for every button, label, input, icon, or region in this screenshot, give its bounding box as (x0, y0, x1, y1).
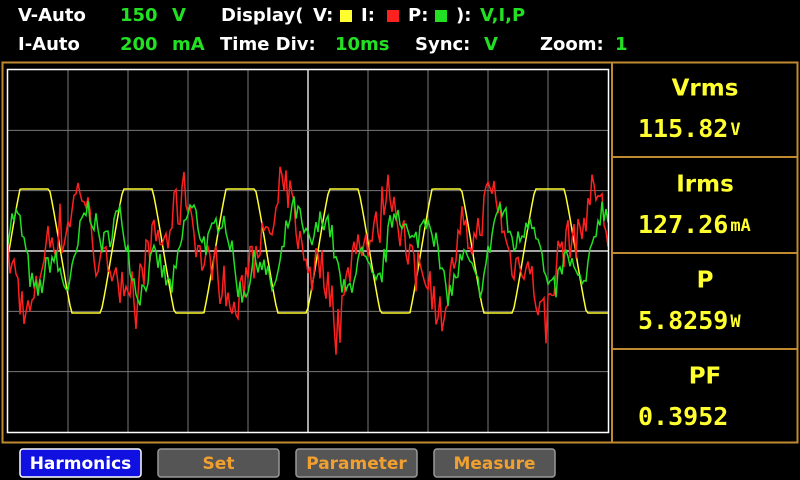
v-range-unit: V (172, 5, 186, 26)
measurement-value: 5.8259 (638, 306, 728, 335)
button-label[interactable]: Set (203, 454, 235, 474)
i-range-value: 200 (120, 34, 158, 55)
i-swatch (387, 10, 399, 22)
display-close: ): (456, 5, 471, 26)
measurement-value-text: 0.3952 (638, 402, 728, 431)
i-range-label: I-Auto (18, 34, 80, 55)
measurement-unit: W (730, 312, 741, 332)
display-v: V: (313, 5, 333, 26)
button-label[interactable]: Parameter (306, 454, 407, 474)
measurement-label: Irms (676, 172, 734, 198)
measurement-value-text: 115.82 V (638, 114, 741, 143)
display-p: P: (408, 5, 428, 26)
time-div-value: 10ms (335, 34, 390, 55)
measurement-unit: mA (730, 216, 750, 236)
measurement-value: 115.82 (638, 114, 728, 143)
zoom-value: 1 (615, 34, 628, 55)
measurement-value: 127.26 (638, 210, 728, 239)
button-label[interactable]: Measure (453, 454, 535, 474)
time-div-label: Time Div: (220, 34, 316, 55)
display-value: V,I,P (480, 5, 525, 26)
i-range-unit: mA (172, 34, 205, 55)
v-swatch (340, 10, 352, 22)
measurement-label: P (697, 268, 714, 294)
button-label[interactable]: Harmonics (30, 454, 132, 474)
zoom-label: Zoom: (540, 34, 604, 55)
measurement-unit: V (730, 120, 740, 140)
sync-value: V (484, 34, 498, 55)
display-i: I: (361, 5, 375, 26)
sync-label: Sync: (415, 34, 470, 55)
measurement-label: PF (689, 364, 722, 390)
measurement-value: 0.3952 (638, 402, 728, 431)
display-label: Display( (221, 5, 303, 26)
measurement-value-text: 5.8259 W (638, 306, 741, 335)
screen: V-Auto 150 V Display( V: I: P: ): V,I,P … (0, 0, 800, 480)
measurement-label: Vrms (672, 76, 739, 102)
v-range-label: V-Auto (18, 5, 86, 26)
v-range-value: 150 (120, 5, 158, 26)
p-swatch (435, 10, 447, 22)
